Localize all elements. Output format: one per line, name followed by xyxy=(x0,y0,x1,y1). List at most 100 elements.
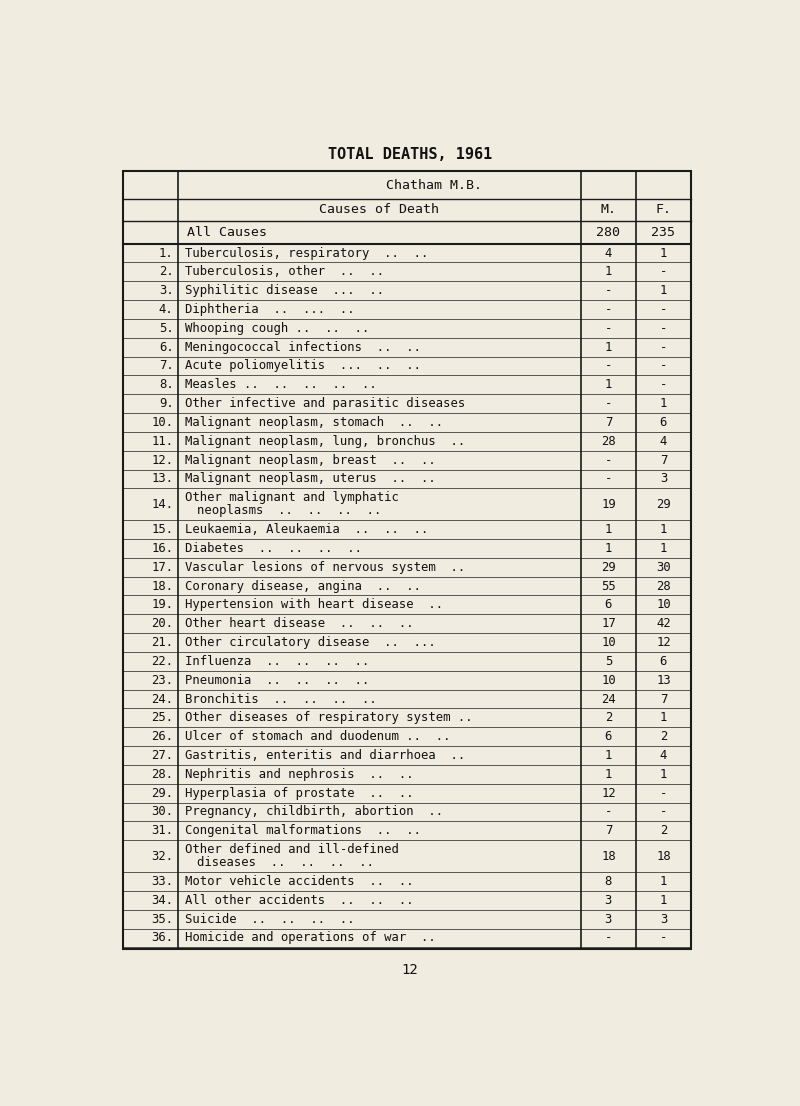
Text: Syphilitic disease  ...  ..: Syphilitic disease ... .. xyxy=(186,284,384,298)
Text: Diphtheria  ..  ...  ..: Diphtheria .. ... .. xyxy=(186,303,355,316)
Text: 55: 55 xyxy=(601,580,616,593)
Text: Diabetes  ..  ..  ..  ..: Diabetes .. .. .. .. xyxy=(186,542,362,555)
Text: 29: 29 xyxy=(656,498,671,511)
Text: 20.: 20. xyxy=(151,617,174,630)
Text: Malignant neoplasm, uterus  ..  ..: Malignant neoplasm, uterus .. .. xyxy=(186,472,436,486)
Text: 3: 3 xyxy=(605,912,612,926)
Text: 235: 235 xyxy=(651,226,675,239)
Text: Malignant neoplasm, lung, bronchus  ..: Malignant neoplasm, lung, bronchus .. xyxy=(186,435,466,448)
Text: Other diseases of respiratory system ..: Other diseases of respiratory system .. xyxy=(186,711,473,724)
Text: 18.: 18. xyxy=(151,580,174,593)
Text: -: - xyxy=(605,284,612,298)
Text: 26.: 26. xyxy=(151,730,174,743)
Text: Hyperplasia of prostate  ..  ..: Hyperplasia of prostate .. .. xyxy=(186,786,414,800)
Text: 280: 280 xyxy=(597,226,621,239)
Text: 7: 7 xyxy=(660,692,667,706)
Text: -: - xyxy=(605,322,612,335)
Text: 30: 30 xyxy=(656,561,671,574)
Text: 19.: 19. xyxy=(151,598,174,612)
Text: 27.: 27. xyxy=(151,749,174,762)
Text: 22.: 22. xyxy=(151,655,174,668)
Text: 14.: 14. xyxy=(151,498,174,511)
Text: 16.: 16. xyxy=(151,542,174,555)
Text: 32.: 32. xyxy=(151,849,174,863)
Text: 2.: 2. xyxy=(159,265,174,279)
Text: 1: 1 xyxy=(660,284,667,298)
Text: 1: 1 xyxy=(605,265,612,279)
Text: 3.: 3. xyxy=(159,284,174,298)
Text: Malignant neoplasm, stomach  ..  ..: Malignant neoplasm, stomach .. .. xyxy=(186,416,443,429)
Text: 2: 2 xyxy=(660,730,667,743)
Text: Malignant neoplasm, breast  ..  ..: Malignant neoplasm, breast .. .. xyxy=(186,453,436,467)
Text: 15.: 15. xyxy=(151,523,174,536)
Text: Homicide and operations of war  ..: Homicide and operations of war .. xyxy=(186,931,436,945)
Text: -: - xyxy=(660,341,667,354)
Text: 1: 1 xyxy=(605,768,612,781)
Text: 1: 1 xyxy=(660,768,667,781)
Text: 4: 4 xyxy=(660,749,667,762)
Text: Whooping cough ..  ..  ..: Whooping cough .. .. .. xyxy=(186,322,370,335)
Text: -: - xyxy=(605,472,612,486)
Text: Meningococcal infections  ..  ..: Meningococcal infections .. .. xyxy=(186,341,422,354)
Text: Causes of Death: Causes of Death xyxy=(319,204,439,216)
Text: -: - xyxy=(605,931,612,945)
Text: 10: 10 xyxy=(656,598,671,612)
Text: 24: 24 xyxy=(601,692,616,706)
Text: Suicide  ..  ..  ..  ..: Suicide .. .. .. .. xyxy=(186,912,355,926)
Text: Other circulatory disease  ..  ...: Other circulatory disease .. ... xyxy=(186,636,436,649)
Text: 36.: 36. xyxy=(151,931,174,945)
Text: Tuberculosis, other  ..  ..: Tuberculosis, other .. .. xyxy=(186,265,384,279)
Text: 1: 1 xyxy=(660,523,667,536)
Text: 12: 12 xyxy=(402,963,418,978)
Text: Pneumonia  ..  ..  ..  ..: Pneumonia .. .. .. .. xyxy=(186,674,370,687)
Text: 1.: 1. xyxy=(159,247,174,260)
Text: Pregnancy, childbirth, abortion  ..: Pregnancy, childbirth, abortion .. xyxy=(186,805,443,818)
Text: -: - xyxy=(660,805,667,818)
Text: 13: 13 xyxy=(656,674,671,687)
Text: 42: 42 xyxy=(656,617,671,630)
Text: F.: F. xyxy=(655,204,671,216)
Text: 13.: 13. xyxy=(151,472,174,486)
Text: -: - xyxy=(660,378,667,392)
Text: 1: 1 xyxy=(605,749,612,762)
Text: 5: 5 xyxy=(605,655,612,668)
Text: 1: 1 xyxy=(660,711,667,724)
Text: 35.: 35. xyxy=(151,912,174,926)
Text: All other accidents  ..  ..  ..: All other accidents .. .. .. xyxy=(186,894,414,907)
Text: 2: 2 xyxy=(605,711,612,724)
Text: 6.: 6. xyxy=(159,341,174,354)
Text: 34.: 34. xyxy=(151,894,174,907)
Text: 7.: 7. xyxy=(159,359,174,373)
Text: Acute poliomyelitis  ...  ..  ..: Acute poliomyelitis ... .. .. xyxy=(186,359,422,373)
Text: 1: 1 xyxy=(605,378,612,392)
Text: 17.: 17. xyxy=(151,561,174,574)
Text: 10: 10 xyxy=(601,636,616,649)
Text: 21.: 21. xyxy=(151,636,174,649)
Text: 1: 1 xyxy=(660,542,667,555)
Text: 7: 7 xyxy=(660,453,667,467)
Text: -: - xyxy=(660,931,667,945)
Text: 12.: 12. xyxy=(151,453,174,467)
Text: 23.: 23. xyxy=(151,674,174,687)
Text: Other defined and ill-defined: Other defined and ill-defined xyxy=(186,843,399,856)
Text: 9.: 9. xyxy=(159,397,174,410)
Text: 31.: 31. xyxy=(151,824,174,837)
Text: 10.: 10. xyxy=(151,416,174,429)
Text: 1: 1 xyxy=(660,397,667,410)
Text: 29.: 29. xyxy=(151,786,174,800)
Text: -: - xyxy=(660,786,667,800)
Text: 11.: 11. xyxy=(151,435,174,448)
Text: -: - xyxy=(605,359,612,373)
Text: Leukaemia, Aleukaemia  ..  ..  ..: Leukaemia, Aleukaemia .. .. .. xyxy=(186,523,429,536)
Text: 25.: 25. xyxy=(151,711,174,724)
Text: -: - xyxy=(605,453,612,467)
Text: Coronary disease, angina  ..  ..: Coronary disease, angina .. .. xyxy=(186,580,422,593)
Text: 24.: 24. xyxy=(151,692,174,706)
Text: neoplasms  ..  ..  ..  ..: neoplasms .. .. .. .. xyxy=(197,504,382,518)
Text: Ulcer of stomach and duodenum ..  ..: Ulcer of stomach and duodenum .. .. xyxy=(186,730,450,743)
Text: Influenza  ..  ..  ..  ..: Influenza .. .. .. .. xyxy=(186,655,370,668)
Text: 3: 3 xyxy=(605,894,612,907)
Text: 8.: 8. xyxy=(159,378,174,392)
Text: Hypertension with heart disease  ..: Hypertension with heart disease .. xyxy=(186,598,443,612)
Text: -: - xyxy=(605,397,612,410)
